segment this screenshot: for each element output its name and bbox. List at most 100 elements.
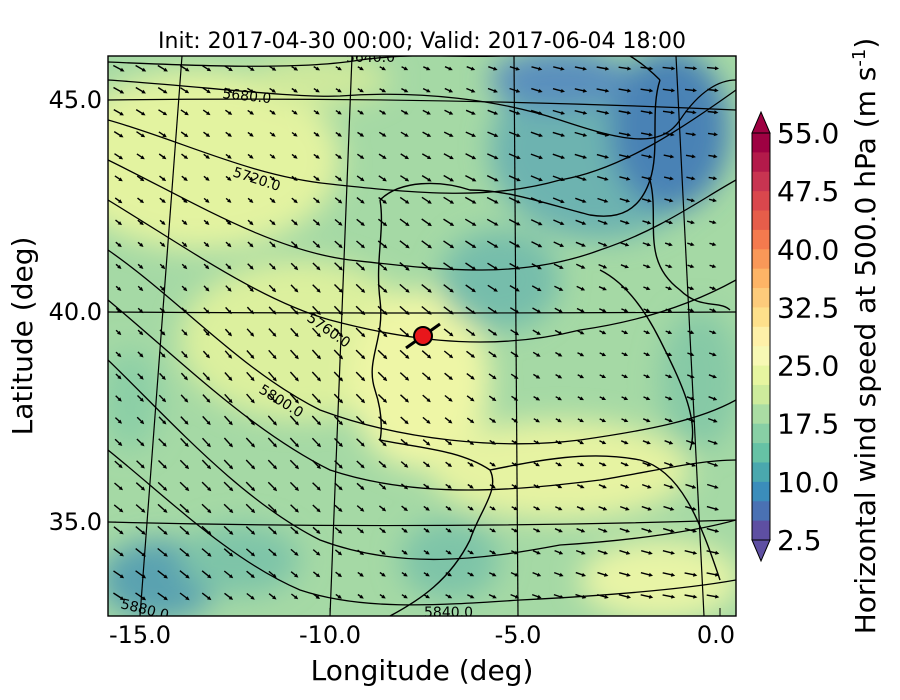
wind-arrow-head (139, 199, 144, 204)
wind-arrow-head (271, 88, 276, 93)
x-axis: -15.0 -10.0 -5.0 0.0 Longitude (deg) (109, 608, 735, 687)
wind-arrow-head (494, 222, 499, 226)
wind-arrow-head (272, 354, 277, 360)
wind-arrow-head (427, 310, 432, 315)
wind-arrow-head (294, 355, 299, 360)
wind-arrow-head (227, 309, 232, 315)
wind-arrow-head (471, 133, 476, 137)
wind-arrow-head (692, 484, 697, 489)
wind-arrow-head (163, 508, 168, 513)
wind-arrow-head (692, 88, 697, 93)
wind-arrow-head (361, 288, 366, 293)
wind-arrow-head (711, 264, 717, 269)
wind-arrow-head (471, 244, 477, 248)
wind-arrow-head (425, 572, 430, 577)
colorbar-segment (752, 171, 770, 192)
wind-arrow-head (185, 552, 190, 557)
wind-arrow-head (141, 552, 146, 557)
wind-arrow-head (470, 594, 475, 599)
wind-arrow-head (118, 441, 123, 446)
wind-arrow-head (228, 595, 234, 600)
wind-arrow-head (712, 352, 717, 357)
wind-arrow-head (514, 331, 520, 336)
wind-arrow-head (228, 67, 233, 72)
wind-arrow-head (227, 198, 232, 203)
wind-arrow-head (692, 550, 698, 555)
wind-arrow-head (449, 310, 454, 315)
wind-arrow-head (447, 441, 453, 446)
wind-arrow-head (538, 221, 543, 226)
wind-arrow-head (516, 199, 521, 204)
wind-arrow-head (359, 66, 364, 71)
wind-arrow-head (403, 550, 408, 555)
wind-arrow-head (249, 265, 254, 270)
colorbar-segment (752, 423, 770, 444)
wind-arrow-head (646, 286, 651, 291)
wind-arrow-head (624, 264, 629, 269)
wind-arrow-head (338, 442, 343, 447)
wind-arrow-head (184, 111, 189, 116)
wind-arrow-head (141, 508, 146, 513)
wind-arrow-head (405, 354, 410, 359)
wind-arrow-head (559, 594, 564, 599)
colorbar-segment (752, 249, 770, 270)
wind-arrow-head (338, 507, 343, 512)
wind-arrow-head (535, 396, 541, 401)
wind-arrow-head (469, 462, 474, 467)
wind-arrow-head (271, 110, 276, 115)
wind-arrow-head (559, 243, 565, 247)
wind-arrow-head (671, 594, 676, 599)
wind-arrow-head (557, 418, 562, 423)
wind-arrow-head (359, 594, 364, 599)
wind-arrow-head (163, 67, 168, 72)
x-tick-label: 0.0 (697, 621, 735, 649)
wind-arrow-head (249, 287, 254, 292)
wind-arrow-head (249, 89, 255, 93)
wind-arrow-head (492, 375, 497, 380)
wind-arrow-head (493, 266, 499, 270)
wind-arrow-head (469, 484, 474, 489)
colorbar-segment (752, 191, 770, 212)
wind-arrow-head (581, 265, 586, 269)
wind-arrow-head (338, 464, 343, 469)
wind-arrow-head (667, 308, 673, 313)
wind-vector-field (112, 64, 720, 601)
wind-arrow-head (671, 88, 676, 93)
wind-arrow-head (141, 111, 146, 116)
wind-arrow-head (183, 176, 188, 181)
wind-arrow-head (493, 288, 498, 292)
wind-arrow-head (140, 177, 145, 182)
colorbar-tick-label: 17.5 (777, 408, 839, 441)
colorbar-tick-label: 55.0 (777, 117, 839, 150)
wind-arrow-head (668, 396, 673, 401)
wind-arrow-head (403, 507, 408, 512)
wind-arrow-head (337, 88, 342, 93)
wind-arrow-head (471, 266, 477, 271)
wind-arrow-head (560, 133, 566, 137)
wind-arrow-head (205, 242, 210, 248)
wind-arrow-head (316, 421, 322, 426)
wind-arrow-head (425, 594, 430, 599)
wind-arrow-head (162, 155, 167, 160)
wind-arrow-head (426, 88, 431, 93)
wind-arrow-head (249, 176, 254, 181)
wind-arrow-head (251, 465, 256, 470)
wind-arrow-head (515, 287, 520, 292)
wind-arrow-head (316, 377, 321, 382)
wind-arrow-head (426, 376, 432, 381)
wind-arrow-head (471, 111, 476, 115)
wind-arrow-head (227, 154, 232, 159)
wind-arrow-head (316, 288, 321, 293)
wind-arrow-head (382, 199, 387, 204)
wind-arrow-head (338, 421, 343, 426)
wind-arrow-head (382, 398, 388, 403)
wind-arrow-head (536, 309, 542, 313)
colorbar-segments (752, 133, 770, 541)
wind-arrow-head (560, 221, 565, 225)
wind-arrow-head (139, 375, 144, 380)
wind-arrow-head (316, 464, 321, 469)
wind-arrow-head (161, 287, 166, 292)
wind-arrow-head (141, 89, 146, 94)
wind-arrow-head (712, 242, 717, 247)
wind-arrow-head (669, 484, 674, 489)
